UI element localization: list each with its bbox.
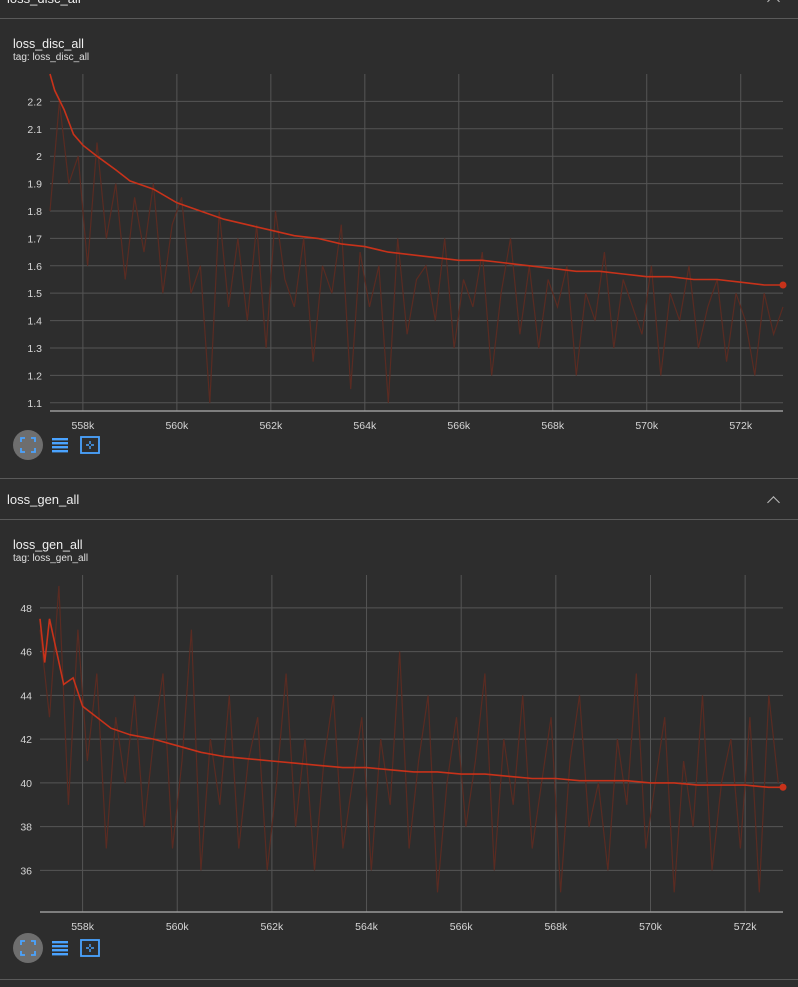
section-header-loss-disc-all[interactable]: loss_disc_all — [0, 0, 798, 19]
section-divider — [0, 979, 798, 980]
x-tick-label: 566k — [450, 921, 474, 933]
x-tick-label: 558k — [72, 420, 96, 432]
last-point-marker — [779, 281, 787, 289]
y-tick-label: 1.9 — [27, 179, 42, 191]
x-tick-label: 564k — [353, 420, 377, 432]
gridlines — [40, 575, 783, 912]
fullscreen-icon — [20, 940, 36, 956]
y-tick-label: 48 — [20, 603, 32, 615]
card-tag: tag: loss_disc_all — [13, 52, 90, 63]
x-tick-label: 570k — [639, 921, 663, 933]
y-axis-toggle-icon — [52, 941, 68, 956]
y-tick-label: 1.1 — [27, 398, 42, 410]
fullscreen-icon — [20, 437, 36, 453]
y-tick-label: 2.1 — [27, 124, 42, 136]
x-tick-label: 568k — [541, 420, 565, 432]
x-tick-label: 560k — [165, 420, 189, 432]
y-tick-label: 1.7 — [27, 233, 42, 245]
y-axis-toggle-button[interactable] — [47, 935, 73, 961]
y-tick-label: 1.4 — [27, 316, 42, 328]
card-tag: tag: loss_gen_all — [13, 553, 89, 564]
raw-series-line — [49, 101, 784, 403]
chart-toolbar — [13, 430, 103, 460]
y-axis-toggle-button[interactable] — [47, 432, 73, 458]
chart-card-loss-gen-all: loss_gen_all tag: loss_gen_all 36 38 40 42 4… — [0, 538, 798, 968]
smoothed-series-line — [49, 73, 783, 286]
x-tick-label: 564k — [355, 921, 379, 933]
x-tick-label: 570k — [635, 420, 659, 432]
x-tick-label: 558k — [71, 921, 95, 933]
y-tick-label: 2 — [36, 151, 42, 163]
x-tick-label: 566k — [447, 420, 471, 432]
x-tick-label: 572k — [734, 921, 758, 933]
y-tick-label: 36 — [20, 865, 32, 877]
fullscreen-button[interactable] — [13, 933, 43, 963]
y-tick-label: 2.2 — [27, 96, 42, 108]
chart-card-loss-disc-all: loss_disc_all tag: loss_disc_all 1.1 1.2 1… — [0, 37, 798, 467]
y-tick-label: 1.2 — [27, 370, 42, 382]
section-header-loss-gen-all[interactable]: loss_gen_all — [0, 480, 798, 520]
section-divider — [0, 478, 798, 479]
y-axis-toggle-icon — [52, 438, 68, 453]
section-title: loss_disc_all — [0, 0, 81, 6]
x-tick-label: 562k — [259, 420, 283, 432]
y-tick-label: 40 — [20, 778, 32, 790]
y-tick-label: 1.6 — [27, 261, 42, 273]
fit-domain-button[interactable] — [77, 935, 103, 961]
card-title: loss_disc_all — [13, 37, 84, 51]
x-tick-label: 560k — [166, 921, 190, 933]
fullscreen-button[interactable] — [13, 430, 43, 460]
y-tick-label: 1.5 — [27, 288, 42, 300]
fit-domain-icon — [80, 436, 100, 454]
smoothed-series-line — [39, 618, 783, 789]
x-tick-label: 562k — [261, 921, 285, 933]
y-tick-label: 1.3 — [27, 343, 42, 355]
chart-toolbar — [13, 933, 103, 963]
x-tick-label: 572k — [729, 420, 753, 432]
line-chart-loss-gen-all[interactable]: 36 38 40 42 44 46 48 558k 560k 562k 564k 566k 568k 57… — [0, 538, 798, 938]
card-title: loss_gen_all — [13, 538, 83, 552]
line-chart-loss-disc-all[interactable]: 1.1 1.2 1.3 1.4 1.5 1.6 1.7 1.8 1.9 2 2.1 2.2 558k 56… — [0, 37, 798, 437]
x-tick-label: 568k — [544, 921, 568, 933]
y-tick-label: 38 — [20, 822, 32, 834]
last-point-marker — [779, 783, 787, 791]
collapse-chevron-icon[interactable] — [767, 0, 780, 8]
collapse-chevron-icon[interactable] — [767, 495, 780, 509]
fit-domain-icon — [80, 939, 100, 957]
fit-domain-button[interactable] — [77, 432, 103, 458]
gridlines — [50, 74, 783, 411]
y-tick-label: 46 — [20, 647, 32, 659]
section-title: loss_gen_all — [7, 492, 80, 507]
y-tick-label: 42 — [20, 734, 32, 746]
y-tick-label: 44 — [20, 690, 32, 702]
y-tick-label: 1.8 — [27, 206, 42, 218]
